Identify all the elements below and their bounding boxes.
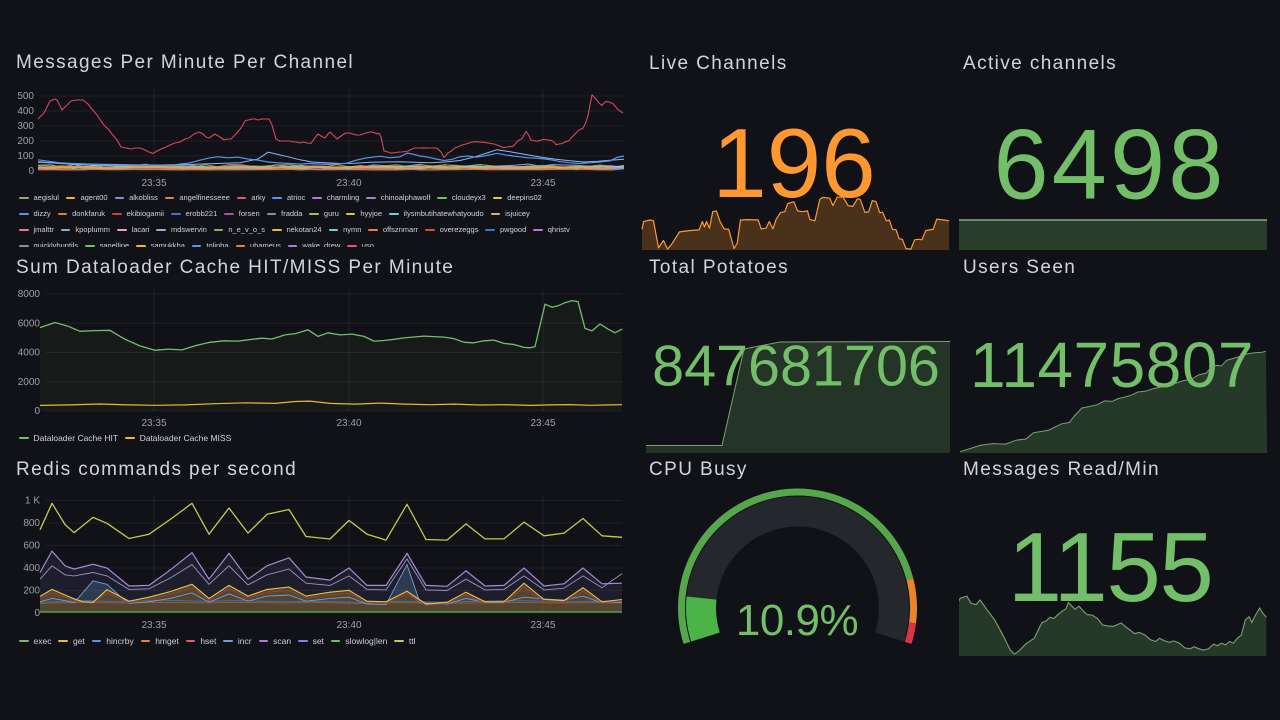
svg-text:8000: 8000 [18,289,41,300]
svg-text:6000: 6000 [18,318,41,329]
svg-text:600: 600 [23,541,40,552]
svg-text:0: 0 [28,166,34,177]
svg-text:100: 100 [17,151,34,162]
svg-text:23:40: 23:40 [336,620,361,630]
svg-text:1 K: 1 K [25,496,40,507]
svg-text:400: 400 [17,106,34,117]
svg-text:23:45: 23:45 [530,418,555,429]
svg-text:500: 500 [17,91,34,102]
svg-text:0: 0 [34,406,40,417]
svg-text:23:35: 23:35 [141,418,166,429]
svg-text:23:45: 23:45 [530,620,555,630]
svg-text:200: 200 [23,586,40,597]
svg-text:23:35: 23:35 [141,178,166,189]
svg-text:4000: 4000 [18,348,41,359]
svg-text:200: 200 [17,136,34,147]
svg-text:23:45: 23:45 [530,178,555,189]
svg-text:800: 800 [23,518,40,529]
svg-text:300: 300 [17,121,34,132]
svg-text:400: 400 [23,563,40,574]
svg-text:2000: 2000 [18,377,41,388]
svg-text:23:35: 23:35 [141,620,166,630]
svg-text:0: 0 [34,608,40,619]
svg-text:23:40: 23:40 [336,178,361,189]
svg-text:23:40: 23:40 [336,418,361,429]
